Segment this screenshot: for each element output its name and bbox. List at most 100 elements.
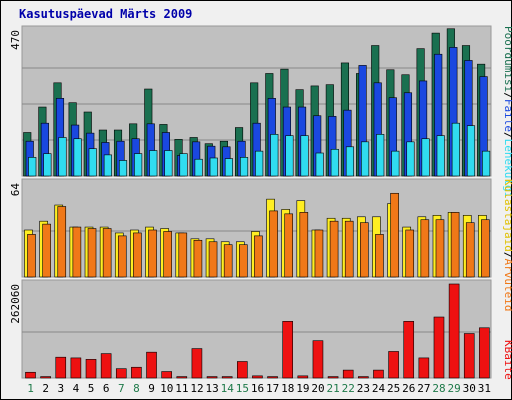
day-axis-labels: 1 2 3 4 5 6 7 8 9 10 11 12 13 14 15 16 17 18 19 20 21 22 23 24 2… [27, 382, 491, 395]
bar-kbaite [267, 376, 278, 379]
day-label: 19 [296, 382, 309, 395]
bar-kbaite [237, 361, 248, 379]
bar-kbaite [85, 359, 97, 379]
bar-lehekulgi [164, 150, 173, 177]
bar-kbaite [463, 333, 475, 379]
bar-lehekulgi [451, 122, 460, 177]
bar-kbaite [131, 366, 142, 379]
bar-lehekulgi [376, 134, 385, 177]
bar-arvuteid [344, 220, 354, 278]
kbytes-scale-label: 262060 [9, 284, 22, 324]
bar-lehekulgi [179, 153, 188, 177]
day-label: 29 [448, 382, 461, 395]
legend-kbaite: KBaite [502, 340, 512, 380]
day-label: 24 [372, 382, 386, 395]
bar-arvuteid [390, 192, 399, 278]
bar-arvuteid [481, 219, 490, 278]
bar-lehekulgi [240, 157, 249, 177]
day-label: 4 [73, 382, 80, 395]
bar-kbaite [388, 351, 399, 379]
day-label: 16 [251, 382, 264, 395]
bar-lehekulgi [285, 135, 294, 177]
hits-scale-label: 470 [9, 30, 22, 50]
bar-arvuteid [57, 206, 67, 278]
bar-lehekulgi [466, 125, 476, 177]
bar-arvuteid [329, 220, 339, 278]
day-label: 5 [88, 382, 95, 395]
chart-title: Kasutuspäevad Märts 2009 [19, 7, 192, 21]
day-label: 7 [118, 382, 125, 395]
day-label: 1 [27, 382, 34, 395]
visits-sites-legend: Külastajaid/Arvuteid [502, 179, 512, 311]
hits-files-pages-bars [23, 28, 491, 177]
day-label: 2 [42, 382, 49, 395]
day-label: 26 [402, 382, 415, 395]
day-label: 20 [311, 382, 324, 395]
day-label: 23 [357, 382, 370, 395]
bar-lehekulgi [194, 158, 203, 177]
day-label: 30 [463, 382, 476, 395]
day-label: 9 [148, 382, 155, 395]
day-label: 15 [236, 382, 249, 395]
day-label: 31 [478, 382, 491, 395]
bar-arvuteid [178, 232, 188, 278]
day-label: 6 [103, 382, 110, 395]
bar-arvuteid [269, 210, 278, 278]
day-label: 28 [432, 382, 445, 395]
bar-arvuteid [163, 231, 172, 278]
bar-kbaite [433, 316, 445, 379]
hits-files-pages-legend: Pöördumisi/Faile/Lehekülgi [502, 26, 512, 198]
visits-scale-label: 64 [9, 183, 22, 197]
day-label: 14 [221, 382, 235, 395]
legend-kulastajaid: Külastajaid [502, 179, 512, 252]
bar-arvuteid [299, 212, 309, 278]
bar-lehekulgi [149, 150, 158, 177]
bar-lehekulgi [421, 138, 430, 177]
bar-kbaite [479, 327, 490, 379]
bar-arvuteid [27, 234, 36, 278]
bar-kbaite [191, 348, 203, 379]
bar-lehekulgi [330, 148, 339, 177]
bar-arvuteid [117, 235, 127, 278]
day-label: 17 [266, 382, 279, 395]
bar-lehekulgi [134, 153, 143, 177]
bar-arvuteid [435, 219, 445, 278]
legend-separator: / [502, 252, 512, 259]
bar-lehekulgi [406, 141, 415, 177]
bar-kbaite [176, 376, 188, 379]
legend-lehekulgi: Lehekülgi [502, 139, 512, 199]
bar-arvuteid [133, 232, 142, 278]
bar-kbaite [146, 351, 157, 379]
kbytes-bars [25, 283, 490, 379]
bar-lehekulgi [209, 157, 218, 177]
bar-kbaite [297, 375, 309, 379]
bar-lehekulgi [436, 135, 445, 177]
bar-lehekulgi [391, 150, 400, 177]
bar-arvuteid [72, 226, 82, 278]
bar-arvuteid [314, 229, 324, 278]
day-label: 25 [387, 382, 400, 395]
bar-lehekulgi [361, 141, 370, 177]
day-label: 10 [160, 382, 173, 395]
bar-kbaite [40, 376, 51, 379]
bar-lehekulgi [315, 152, 324, 177]
bar-lehekulgi [58, 137, 67, 177]
day-label: 13 [205, 382, 218, 395]
bar-lehekulgi [28, 157, 37, 177]
bar-arvuteid [254, 235, 263, 278]
day-label: 21 [327, 382, 340, 395]
bar-lehekulgi [345, 146, 355, 177]
bar-kbaite [70, 357, 82, 379]
bar-arvuteid [102, 228, 112, 278]
bar-lehekulgi [103, 154, 112, 177]
bar-lehekulgi [255, 150, 264, 177]
bar-arvuteid [420, 219, 430, 278]
bar-kbaite [282, 321, 293, 379]
bar-arvuteid [148, 229, 157, 278]
bar-lehekulgi [482, 150, 491, 177]
bar-kbaite [55, 356, 67, 379]
legend-poordumisi: Pöördumisi [502, 26, 512, 92]
bar-kbaite [25, 371, 36, 379]
bar-arvuteid [193, 239, 203, 278]
